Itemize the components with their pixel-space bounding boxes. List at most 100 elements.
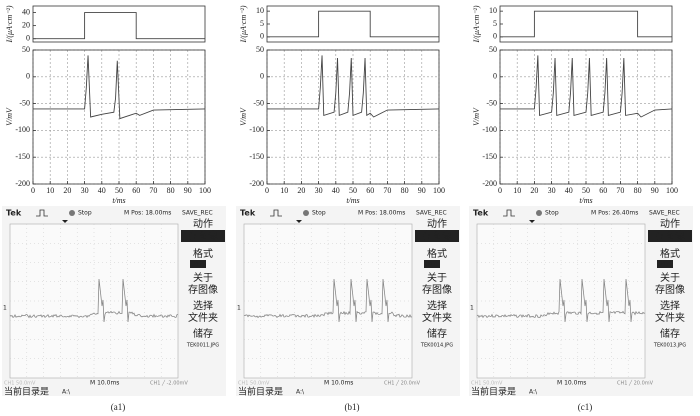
menu-item: 格式 [660,247,680,260]
y-tick-label: 5 [260,19,264,28]
scope-mpos: M Pos: 18.00ms [358,210,405,217]
x-tick-label: 100 [666,186,678,195]
menu-highlight [657,260,673,268]
y-tick-label: 0 [260,72,264,81]
y-axis-label: I/(μA·cm⁻²) [239,5,248,43]
trigger-marker [529,220,535,223]
menu-item: 存图像 [422,283,452,296]
x-tick-label: 30 [315,186,323,195]
x-axis-label: t/ms [346,196,359,205]
status-dot [69,210,75,216]
scope-screenshot: Tek Stop M Pos: 18.00ms1SAVE_REC动作存图像格式JPE… [236,206,460,398]
menu-highlight [181,230,225,242]
menu-item: 选择 [193,299,213,312]
scope-mpos: M Pos: 18.00ms [124,210,171,217]
menu-highlight [190,260,206,268]
menu-item: 选择 [660,299,680,312]
menu-item: TEK0013.JPG [653,343,686,349]
y-axis-label: V/mV [239,107,248,126]
trigger-marker [62,220,68,223]
scope-mode: SAVE_REC [182,210,213,217]
trigger-marker [296,220,302,223]
scope-trigger: CH1 ╱ 20.0mV [617,380,654,387]
x-tick-label: 100 [433,186,445,195]
menu-item: 储存 [193,327,213,340]
x-tick-label: 60 [599,186,607,195]
plot-frame [32,5,206,43]
x-tick-label: 0 [498,186,502,195]
trigger-icon [503,209,515,217]
menu-item: 关于 [660,271,680,284]
scope-drive: A:\ [296,389,305,396]
channel-marker: 1 [470,305,474,312]
x-tick-label: 80 [167,186,175,195]
x-tick-label: 20 [63,186,71,195]
y-axis-label: I/(μA·cm⁻²) [5,5,14,43]
x-tick-label: 0 [31,186,35,195]
line-series [33,55,206,120]
menu-item: 存图像 [655,283,685,296]
trigger-icon [36,209,48,217]
scope-status: Stop [545,210,559,217]
menu-item: 关于 [193,271,213,284]
menu-item: JPEG [658,262,671,268]
menu-item: 动作 [193,218,213,230]
x-axis-label: t/ms [579,196,592,205]
scope-timebase: M 10.0ms [557,380,586,387]
menu-item: 动作 [427,218,447,230]
menu-item: 格式 [193,247,213,260]
scope-timebase: M 10.0ms [324,380,353,387]
trigger-icon [270,209,282,217]
y-tick-label: -150 [482,152,497,161]
scope-mode: SAVE_REC [416,210,447,217]
x-tick-label: 40 [332,186,340,195]
x-tick-label: 10 [513,186,521,195]
x-tick-label: 100 [199,186,211,195]
x-tick-label: 20 [530,186,538,195]
scope-trace [243,278,413,323]
y-tick-label: 0 [493,32,497,41]
scope-directory: 当前目录是 [238,386,283,398]
menu-item: JPEG [191,262,204,268]
menu-item: TEK0014.JPG [420,343,453,349]
menu-item: 文件夹 [188,311,218,324]
scope-drive: A:\ [529,389,538,396]
y-tick-label: -100 [15,125,30,134]
channel-marker: 1 [237,305,241,312]
scope-drive: A:\ [62,389,71,396]
y-tick-label: -150 [15,152,30,161]
x-tick-label: 70 [616,186,624,195]
scope-trace [476,278,646,323]
caption: (b1) [345,402,360,412]
x-tick-label: 90 [651,186,659,195]
x-tick-label: 80 [634,186,642,195]
menu-item: 文件夹 [422,311,452,324]
scope-screenshot: Tek Stop M Pos: 26.40ms1SAVE_REC动作存图像格式JPE… [469,206,693,398]
scope-status: Stop [312,210,326,217]
line-series [267,55,440,118]
x-tick-label: 60 [366,186,374,195]
scope-trace [9,278,178,323]
x-tick-label: 80 [401,186,409,195]
scope-ch-scale: CH1 50.0mV [4,381,36,387]
scope-directory: 当前目录是 [471,386,516,398]
x-tick-label: 10 [280,186,288,195]
menu-item: 存图像 [188,283,218,296]
caption: (a1) [111,402,126,412]
caption: (c1) [578,402,593,412]
y-tick-label: -100 [482,125,497,134]
y-tick-label: 10 [489,6,497,15]
y-axis-label: I/(μA·cm⁻²) [472,5,481,43]
y-tick-label: -100 [249,125,264,134]
scope-trigger: CH1 ╱ -2.00mV [150,380,188,387]
y-tick-label: 0 [260,32,264,41]
scope-brand: Tek [240,209,256,218]
y-tick-label: 50 [256,45,264,54]
menu-item: 存图像 [655,229,685,242]
scope-trigger: CH1 ╱ 20.0mV [384,380,421,387]
menu-item: 储存 [660,327,680,340]
scope-status: Stop [78,210,92,217]
x-tick-label: 10 [46,186,54,195]
x-tick-label: 0 [265,186,269,195]
line-series [500,10,672,38]
